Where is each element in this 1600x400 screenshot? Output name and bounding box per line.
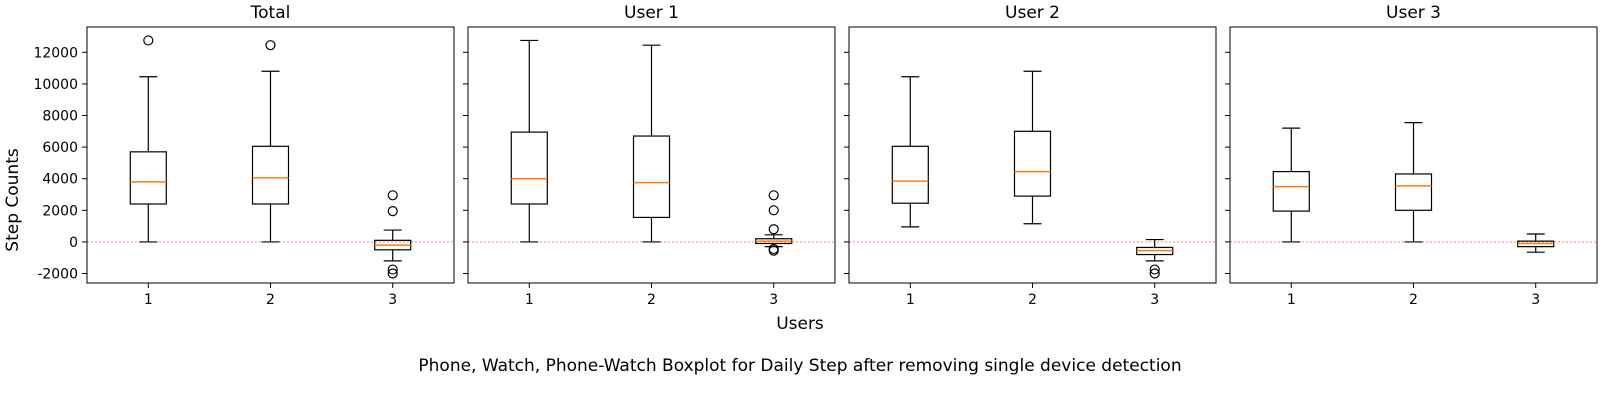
iqr-box [1272, 170, 1310, 212]
outlier-point [768, 245, 779, 256]
y-tick-label: 8000 [42, 108, 78, 124]
box-3: 3 [755, 190, 793, 308]
iqr-box [251, 145, 290, 205]
y-tick-label: 2000 [42, 203, 78, 219]
box-1: 1 [1272, 127, 1310, 308]
y-tick-label: 12000 [33, 45, 78, 61]
x-tick-label: 3 [769, 292, 778, 308]
iqr-box [632, 135, 671, 219]
panel-2: User 1 1 2 3 [463, 3, 836, 308]
panels-group: Total -2000 0 2000 4000 6000 8000 10000 12000 1 2 3… [33, 3, 1598, 308]
panel-title: User 1 [624, 3, 679, 23]
iqr-box [891, 145, 929, 204]
x-tick-label: 2 [647, 292, 656, 308]
x-tick-label: 3 [1531, 292, 1540, 308]
outlier-point [387, 264, 398, 275]
box-1: 1 [510, 39, 548, 308]
panel-4: User 3 1 2 3 [1225, 3, 1598, 308]
box-3: 3 [1136, 238, 1174, 308]
panel-title: User 2 [1005, 3, 1060, 23]
outlier-point [1149, 268, 1160, 279]
x-tick-label: 1 [144, 292, 153, 308]
box-2: 2 [1013, 70, 1052, 308]
panel-frame [1229, 26, 1598, 284]
x-tick-label: 2 [1409, 292, 1418, 308]
iqr-box [510, 131, 548, 205]
panel-3: User 2 1 2 3 [844, 3, 1217, 308]
box-3: 3 [1517, 233, 1555, 308]
x-tick-label: 1 [1287, 292, 1296, 308]
panel-frame [467, 26, 836, 284]
outlier-point [768, 190, 779, 201]
figure-caption: Phone, Watch, Phone-Watch Boxplot for Da… [418, 356, 1181, 376]
x-tick-label: 3 [1150, 292, 1159, 308]
panel-1: Total -2000 0 2000 4000 6000 8000 10000 12000 1 2 3 [33, 3, 455, 308]
y-tick-label: 10000 [33, 77, 78, 93]
iqr-box [129, 151, 167, 205]
panel-frame [86, 26, 455, 284]
x-tick-label: 3 [388, 292, 397, 308]
box-1: 1 [129, 35, 167, 308]
x-tick-label: 1 [525, 292, 534, 308]
iqr-box [1394, 173, 1433, 211]
panel-frame [848, 26, 1217, 284]
y-tick-label: 6000 [42, 140, 78, 156]
outlier-point [387, 190, 398, 201]
y-tick-label: -2000 [37, 267, 78, 283]
x-tick-label: 2 [1028, 292, 1037, 308]
box-2: 2 [251, 40, 290, 308]
outlier-point [768, 224, 779, 235]
box-3: 3 [374, 190, 412, 308]
panel-title: Total [250, 3, 291, 23]
x-axis-label: Users [776, 314, 824, 334]
panel-title: User 3 [1386, 3, 1441, 23]
box-2: 2 [1394, 122, 1433, 308]
box-1: 1 [891, 76, 929, 308]
outlier-point [143, 35, 154, 46]
outlier-point [1149, 264, 1160, 275]
x-tick-label: 1 [906, 292, 915, 308]
y-tick-label: 4000 [42, 172, 78, 188]
y-tick-label: 0 [69, 235, 78, 251]
x-tick-label: 2 [266, 292, 275, 308]
outlier-point [387, 268, 398, 279]
box-2: 2 [632, 44, 671, 308]
outlier-point [387, 205, 398, 217]
outlier-point [265, 40, 276, 51]
iqr-box [1013, 130, 1052, 197]
y-axis-label: Step Counts [3, 148, 23, 252]
outlier-point [768, 205, 779, 216]
